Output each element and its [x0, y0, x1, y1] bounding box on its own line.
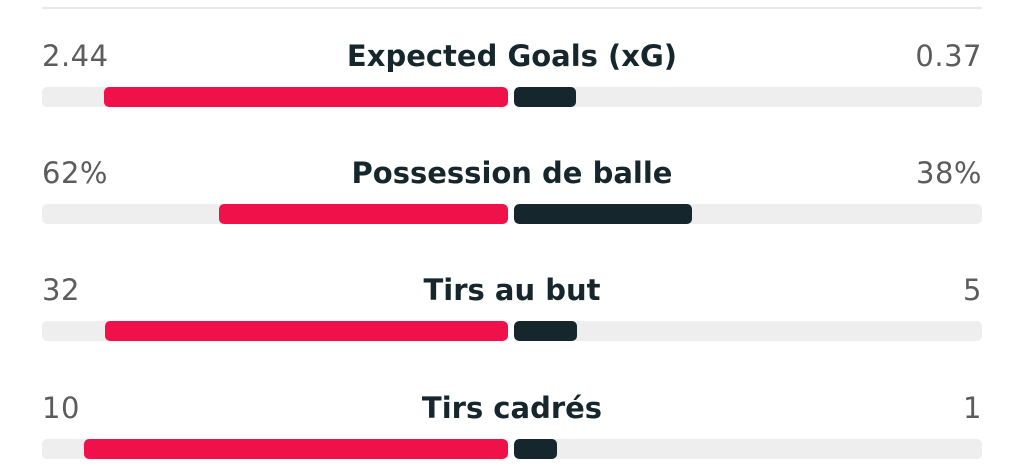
home-bar-track: [42, 439, 508, 459]
stat-label: Tirs au but: [423, 273, 601, 307]
away-bar-fill: [514, 204, 692, 224]
top-divider: [42, 7, 982, 9]
stat-label: Possession de balle: [351, 156, 673, 190]
away-value: 5: [963, 273, 982, 307]
home-bar-track: [42, 321, 508, 341]
away-bar-fill: [514, 321, 578, 341]
away-bar-track: [514, 439, 982, 459]
home-value: 62%: [42, 156, 108, 190]
home-value: 10: [42, 391, 80, 425]
home-bar-fill: [84, 439, 508, 459]
away-bar-track: [514, 204, 982, 224]
home-bar-fill: [104, 321, 508, 341]
away-bar-fill: [514, 439, 557, 459]
stat-row-shots: 32 Tirs au but 5: [42, 272, 982, 344]
home-value: 2.44: [42, 39, 109, 73]
away-value: 0.37: [915, 39, 982, 73]
home-bar-fill: [219, 204, 508, 224]
home-bar-track: [42, 87, 508, 107]
away-bar-track: [514, 321, 982, 341]
away-value: 1: [963, 391, 982, 425]
home-value: 32: [42, 273, 80, 307]
stat-row-possession: 62% Possession de balle 38%: [42, 155, 982, 227]
away-bar-track: [514, 87, 982, 107]
away-value: 38%: [916, 156, 982, 190]
home-bar-track: [42, 204, 508, 224]
home-bar-fill: [103, 87, 508, 107]
stat-label: Expected Goals (xG): [346, 39, 678, 73]
stat-row-expected-goals: 2.44 Expected Goals (xG) 0.37: [42, 38, 982, 110]
stat-row-shots-on-target: 10 Tirs cadrés 1: [42, 390, 982, 462]
away-bar-fill: [514, 87, 576, 107]
stat-label: Tirs cadrés: [421, 391, 603, 425]
